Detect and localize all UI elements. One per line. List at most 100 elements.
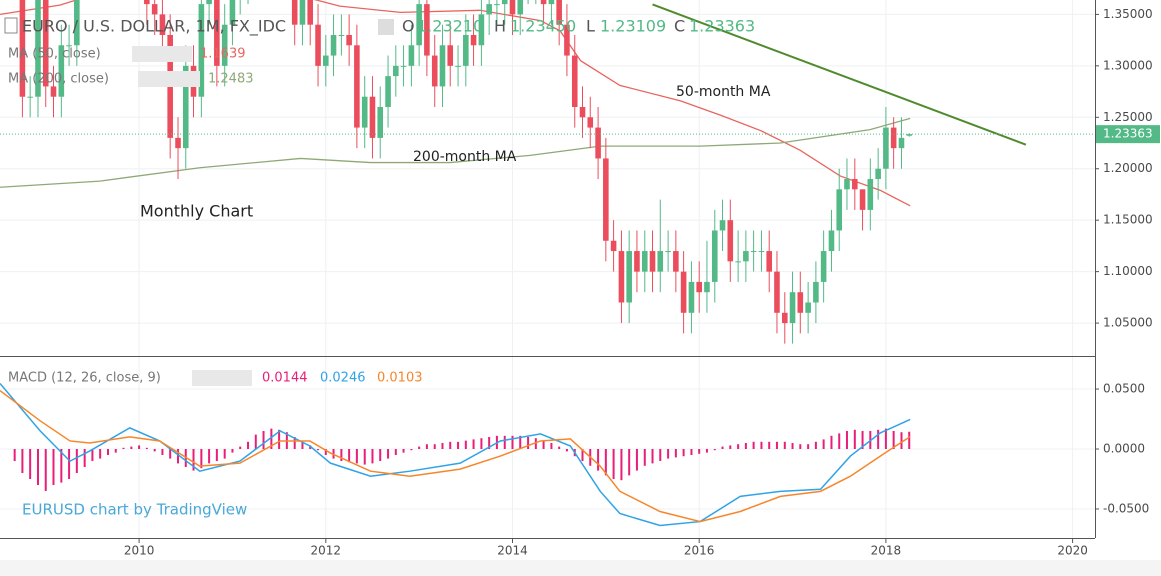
legend-icons bbox=[132, 46, 192, 62]
histogram-bar bbox=[68, 448, 71, 479]
histogram-bar bbox=[91, 448, 94, 461]
histogram-bar bbox=[138, 445, 141, 449]
annotation: 50-month MA bbox=[676, 84, 771, 100]
moving-average-line bbox=[0, 0, 911, 207]
candle-body bbox=[393, 65, 399, 77]
histogram-bar bbox=[107, 448, 110, 455]
histogram-bar bbox=[239, 446, 242, 449]
histogram-bar bbox=[527, 437, 530, 449]
x-tick-label: 2018 bbox=[871, 544, 902, 558]
candle-body bbox=[439, 45, 446, 87]
x-tick-label: 2010 bbox=[124, 544, 155, 558]
candle-body bbox=[727, 220, 734, 262]
candle-body bbox=[478, 14, 485, 46]
histogram-bar bbox=[791, 443, 794, 449]
histogram-bar bbox=[768, 441, 771, 449]
histogram-bar bbox=[75, 448, 78, 473]
histogram-bar bbox=[807, 444, 810, 449]
y-tick-label: 0.0000 bbox=[1103, 441, 1145, 455]
histogram-bar bbox=[581, 448, 584, 461]
legend-macd: MACD (12, 26, close, 9) bbox=[8, 371, 161, 386]
histogram-bar bbox=[511, 435, 514, 449]
candle-body bbox=[828, 230, 835, 252]
histogram-bar bbox=[192, 448, 195, 471]
candle-body bbox=[649, 251, 656, 272]
histogram-bar bbox=[775, 441, 778, 449]
histogram-bar bbox=[387, 448, 390, 459]
candle-body bbox=[159, 14, 166, 35]
symbol-icon bbox=[4, 17, 18, 34]
candle-body bbox=[688, 281, 695, 313]
candle-body bbox=[307, 0, 313, 25]
y-tick-label: 1.35000 bbox=[1103, 7, 1153, 21]
histogram-bar bbox=[371, 448, 374, 464]
annotation: 200-month MA bbox=[413, 149, 517, 165]
histogram-bar bbox=[908, 431, 911, 449]
candle-body bbox=[299, 0, 306, 25]
histogram-bar bbox=[620, 448, 623, 481]
candle-body bbox=[626, 251, 632, 303]
watermark: EURUSD chart by TradingView bbox=[22, 501, 247, 519]
candle-body bbox=[852, 179, 858, 190]
histogram-bar bbox=[83, 448, 86, 467]
histogram-bar bbox=[550, 443, 553, 449]
histogram-bar bbox=[690, 448, 693, 455]
ohlc-letter: O bbox=[402, 17, 415, 36]
histogram-bar bbox=[667, 448, 670, 459]
footer-strip bbox=[0, 560, 1161, 576]
candle-body bbox=[470, 34, 477, 46]
candle-body bbox=[906, 134, 913, 136]
candle-body bbox=[19, 0, 26, 97]
candle-body bbox=[346, 34, 352, 46]
ohlc-letter: H bbox=[494, 17, 506, 36]
histogram-bar bbox=[418, 446, 421, 449]
x-tick-label: 2014 bbox=[497, 544, 528, 558]
candle-body bbox=[58, 45, 65, 97]
legend-ma50-value: 1.1639 bbox=[200, 47, 246, 62]
legend-signal-value: 0.0103 bbox=[377, 371, 423, 386]
histogram-bar bbox=[705, 448, 708, 453]
histogram-bar bbox=[698, 448, 701, 454]
candle-body bbox=[424, 4, 430, 56]
histogram-bar bbox=[612, 448, 615, 479]
candle-body bbox=[867, 179, 874, 210]
candle-body bbox=[151, 4, 158, 15]
histogram-bar bbox=[472, 439, 475, 449]
candle-body bbox=[820, 251, 827, 282]
histogram-bar bbox=[44, 448, 47, 491]
histogram-bar bbox=[682, 448, 685, 457]
histogram-bar bbox=[721, 446, 724, 449]
macd-line bbox=[0, 383, 911, 527]
histogram-bar bbox=[853, 429, 856, 449]
histogram-bar bbox=[254, 434, 257, 449]
histogram-bar bbox=[379, 448, 382, 461]
candle-body bbox=[206, 0, 212, 5]
candle-body bbox=[680, 271, 687, 313]
candle-body bbox=[431, 55, 438, 87]
histogram-bar bbox=[21, 448, 24, 473]
candle-body bbox=[719, 220, 726, 231]
x-tick-label: 2020 bbox=[1057, 544, 1088, 558]
candle-body bbox=[229, 0, 236, 25]
candle-body bbox=[540, 0, 547, 5]
candle-body bbox=[875, 168, 881, 180]
y-tick-label: 1.15000 bbox=[1103, 213, 1153, 227]
histogram-bar bbox=[122, 447, 125, 449]
histogram-bar bbox=[270, 428, 273, 449]
trend-line bbox=[652, 3, 1027, 146]
histogram-bar bbox=[13, 448, 16, 461]
candle-body bbox=[361, 96, 368, 128]
candle-body bbox=[883, 127, 889, 169]
histogram-bar bbox=[628, 448, 631, 476]
histogram-bar bbox=[651, 448, 654, 464]
histogram-bar bbox=[565, 448, 568, 452]
histogram-bar bbox=[542, 440, 545, 449]
histogram-bar bbox=[884, 428, 887, 449]
candle-body bbox=[603, 158, 609, 241]
histogram-bar bbox=[457, 441, 460, 449]
candle-body bbox=[509, 0, 516, 15]
candle-body bbox=[890, 127, 897, 149]
histogram-bar bbox=[814, 441, 817, 449]
candle-body bbox=[494, 4, 500, 6]
histogram-bar bbox=[340, 448, 343, 461]
